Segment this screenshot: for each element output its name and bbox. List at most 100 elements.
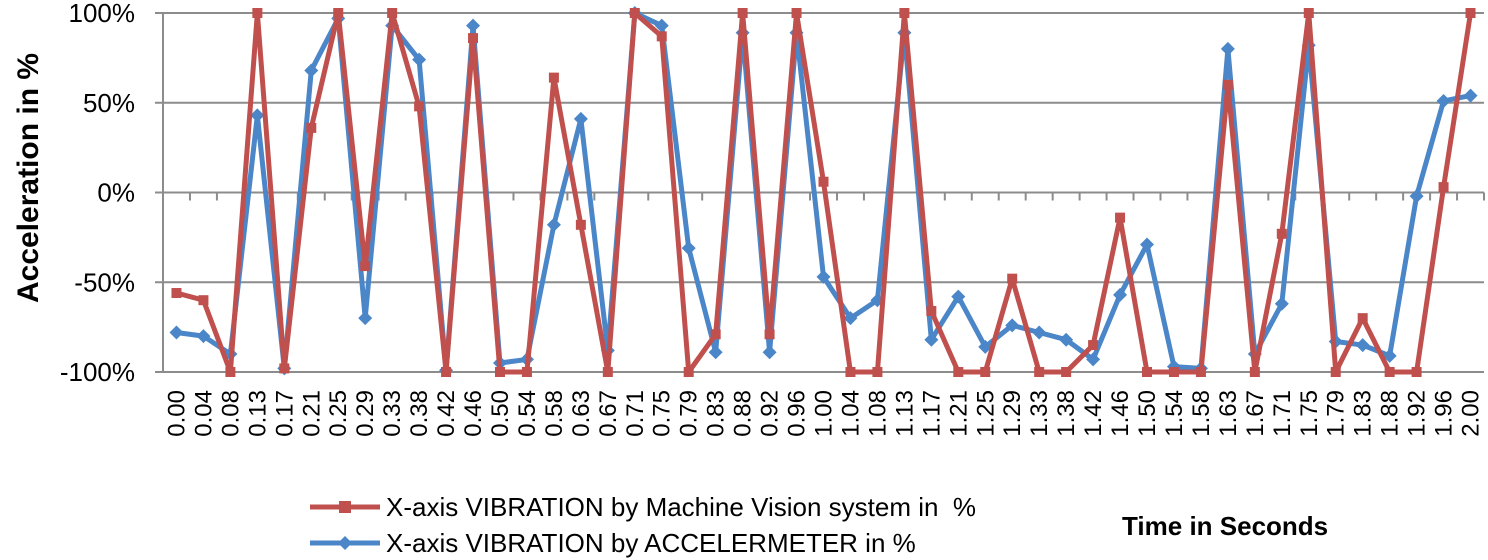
data-point <box>171 288 182 299</box>
x-tick-label: 2.00 <box>1458 390 1485 437</box>
x-tick-label: 0.75 <box>649 390 676 437</box>
data-point <box>1007 273 1018 284</box>
data-point <box>1276 228 1287 239</box>
data-point <box>1274 296 1289 311</box>
data-point <box>1005 318 1020 333</box>
x-tick-label: 1.08 <box>864 390 891 437</box>
data-point <box>1411 367 1422 377</box>
x-tick-label: 1.75 <box>1296 390 1323 437</box>
data-point <box>169 325 184 340</box>
data-point <box>250 108 265 123</box>
data-point <box>1113 287 1128 302</box>
data-point <box>279 363 290 374</box>
y-axis-title: Acceleration in % <box>12 53 45 303</box>
data-point <box>951 289 966 304</box>
x-tick-label: 1.38 <box>1053 390 1080 437</box>
data-point <box>1168 367 1179 377</box>
data-point <box>737 8 748 18</box>
data-point <box>1409 189 1424 204</box>
data-point <box>845 367 856 377</box>
data-point <box>252 8 263 18</box>
data-point <box>602 367 613 377</box>
x-tick-label: 1.00 <box>811 390 838 437</box>
x-tick-label: 1.17 <box>918 390 945 437</box>
legend-label-machine-vision: X-axis VIBRATION by Machine Vision syste… <box>386 492 976 522</box>
data-point <box>412 52 427 67</box>
legend-label-accelerometer: X-axis VIBRATION by ACCELERMETER in % <box>386 528 916 558</box>
data-point <box>196 329 211 344</box>
data-point <box>1222 79 1233 90</box>
legend-marker-machine-vision <box>339 501 351 513</box>
x-tick-label: 0.92 <box>757 390 784 437</box>
x-tick-label: 1.29 <box>999 390 1026 437</box>
x-tick-label: 0.21 <box>298 390 325 437</box>
data-point <box>573 111 588 126</box>
data-point <box>683 367 694 377</box>
data-point <box>225 367 236 377</box>
x-tick-label: 0.25 <box>325 390 352 437</box>
legend-item-machine-vision: X-axis VIBRATION by Machine Vision syste… <box>310 492 976 522</box>
data-point <box>816 269 831 284</box>
data-point <box>654 18 669 33</box>
x-tick-label: 0.63 <box>568 390 595 437</box>
x-tick-label: 0.71 <box>622 390 649 437</box>
y-tick-label: 50% <box>83 88 135 118</box>
x-tick-label: 0.88 <box>730 390 757 437</box>
data-point <box>708 345 723 360</box>
data-point <box>1140 237 1155 252</box>
x-tick-label: 0.33 <box>379 390 406 437</box>
data-point <box>764 329 775 340</box>
data-point <box>818 176 829 187</box>
data-point <box>1142 367 1153 377</box>
x-tick-label: 0.50 <box>487 390 514 437</box>
data-point <box>521 367 532 377</box>
data-point <box>1220 41 1235 56</box>
x-tick-label: 0.29 <box>352 390 379 437</box>
x-tick-label: 1.79 <box>1323 390 1350 437</box>
data-point <box>1059 332 1074 347</box>
data-point <box>546 217 561 232</box>
x-tick-label: 0.96 <box>784 390 811 437</box>
data-point <box>358 311 373 326</box>
data-point <box>198 295 209 306</box>
y-tick-label: -50% <box>74 267 135 297</box>
x-tick-label: 1.83 <box>1350 390 1377 437</box>
x-tick-label: 0.67 <box>595 390 622 437</box>
data-point <box>629 8 640 18</box>
data-point <box>333 8 344 18</box>
data-point <box>1034 367 1045 377</box>
data-point <box>1355 338 1370 353</box>
x-tick-label: 0.17 <box>271 390 298 437</box>
data-point <box>1195 367 1206 377</box>
data-point <box>1384 367 1395 377</box>
legend-marker-accelerometer <box>338 536 352 550</box>
x-tick-label: 0.54 <box>514 390 541 437</box>
x-tick-label: 1.63 <box>1215 390 1242 437</box>
data-point <box>978 339 993 354</box>
data-point <box>926 305 937 316</box>
y-tick-labels: 100% 50% 0% -50% -100% <box>60 0 135 387</box>
series-0 <box>171 8 1476 377</box>
data-point <box>710 329 721 340</box>
data-point <box>494 367 505 377</box>
y-tick-label: 0% <box>97 178 135 208</box>
data-point <box>466 18 481 33</box>
x-tick-labels: 0.00 0.04 0.08 0.13 0.17 0.21 0.25 0.29 0.33 0.38… <box>163 390 1484 437</box>
y-tick-label: -100% <box>60 357 135 387</box>
series-group <box>169 6 1478 378</box>
data-point <box>575 219 586 230</box>
x-tick-label: 0.79 <box>676 390 703 437</box>
data-point <box>681 241 696 256</box>
data-point <box>980 367 991 377</box>
x-tick-label: 1.88 <box>1377 390 1404 437</box>
data-point <box>953 367 964 377</box>
x-tick-label: 0.58 <box>541 390 568 437</box>
data-point <box>1303 8 1314 18</box>
x-axis-title: Time in Seconds <box>1122 511 1328 541</box>
x-tick-label: 0.04 <box>190 390 217 437</box>
data-point <box>1086 352 1101 367</box>
data-point <box>548 72 559 83</box>
data-point <box>1465 8 1476 18</box>
y-tick-label: 100% <box>69 0 136 28</box>
